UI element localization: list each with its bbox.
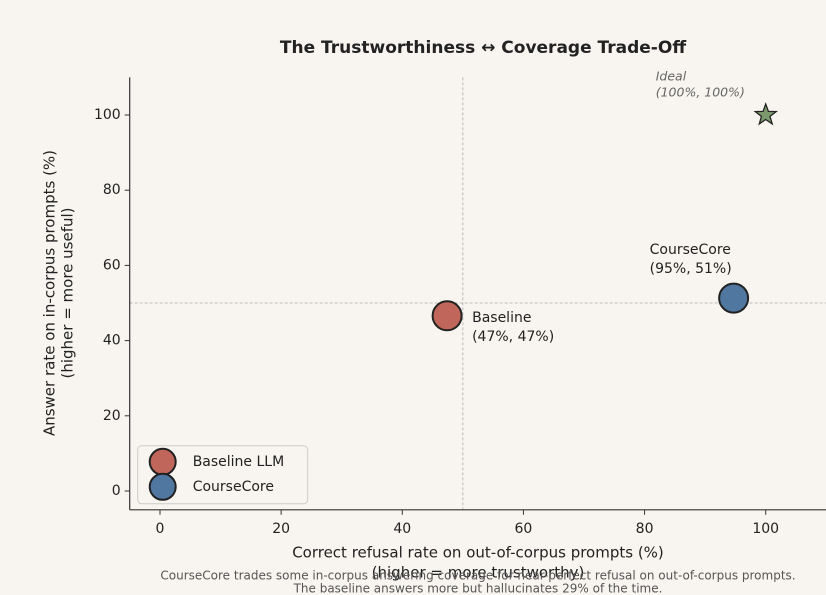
x-axis-label: Correct refusal rate on out-of-corpus pr…	[292, 544, 664, 562]
point-annotation: (47%, 47%)	[472, 329, 554, 345]
x-tick-label: 0	[156, 521, 165, 537]
x-tick-label: 20	[272, 521, 290, 537]
legend-label: CourseCore	[193, 479, 274, 495]
ideal-annotation: Ideal	[656, 69, 687, 84]
x-axis-label: (higher = more trustworthy)	[372, 564, 585, 582]
legend-label: Baseline LLM	[193, 454, 285, 470]
scatter-point	[431, 300, 463, 332]
x-tick-label: 60	[515, 521, 533, 537]
point-annotation: (95%, 51%)	[650, 261, 732, 277]
legend-marker	[148, 472, 177, 501]
x-tick-label: 100	[752, 521, 779, 537]
legend-marker	[148, 447, 177, 476]
y-tick-label: 20	[103, 408, 121, 424]
y-tick-label: 0	[112, 483, 121, 499]
legend-box	[137, 445, 309, 505]
ideal-star	[753, 102, 779, 126]
scatter-point	[718, 282, 750, 314]
point-annotation: CourseCore	[650, 242, 731, 258]
y-tick-label: 40	[103, 333, 121, 349]
y-axis-label: Answer rate on in-corpus prompts (%)	[41, 150, 59, 436]
y-tick-label: 80	[103, 182, 121, 198]
x-tick-label: 80	[636, 521, 654, 537]
point-annotation: Baseline	[472, 310, 531, 326]
y-axis-label: (higher = more useful)	[59, 207, 77, 378]
ideal-annotation: (100%, 100%)	[656, 85, 745, 100]
chart-title: The Trustworthiness ↔ Coverage Trade-Off	[280, 38, 686, 58]
x-tick-label: 40	[393, 521, 411, 537]
footnote: The baseline answers more but hallucinat…	[293, 582, 663, 595]
footnote: CourseCore trades some in-corpus answeri…	[160, 569, 795, 583]
y-tick-label: 100	[94, 107, 121, 123]
y-tick-label: 60	[103, 257, 121, 273]
